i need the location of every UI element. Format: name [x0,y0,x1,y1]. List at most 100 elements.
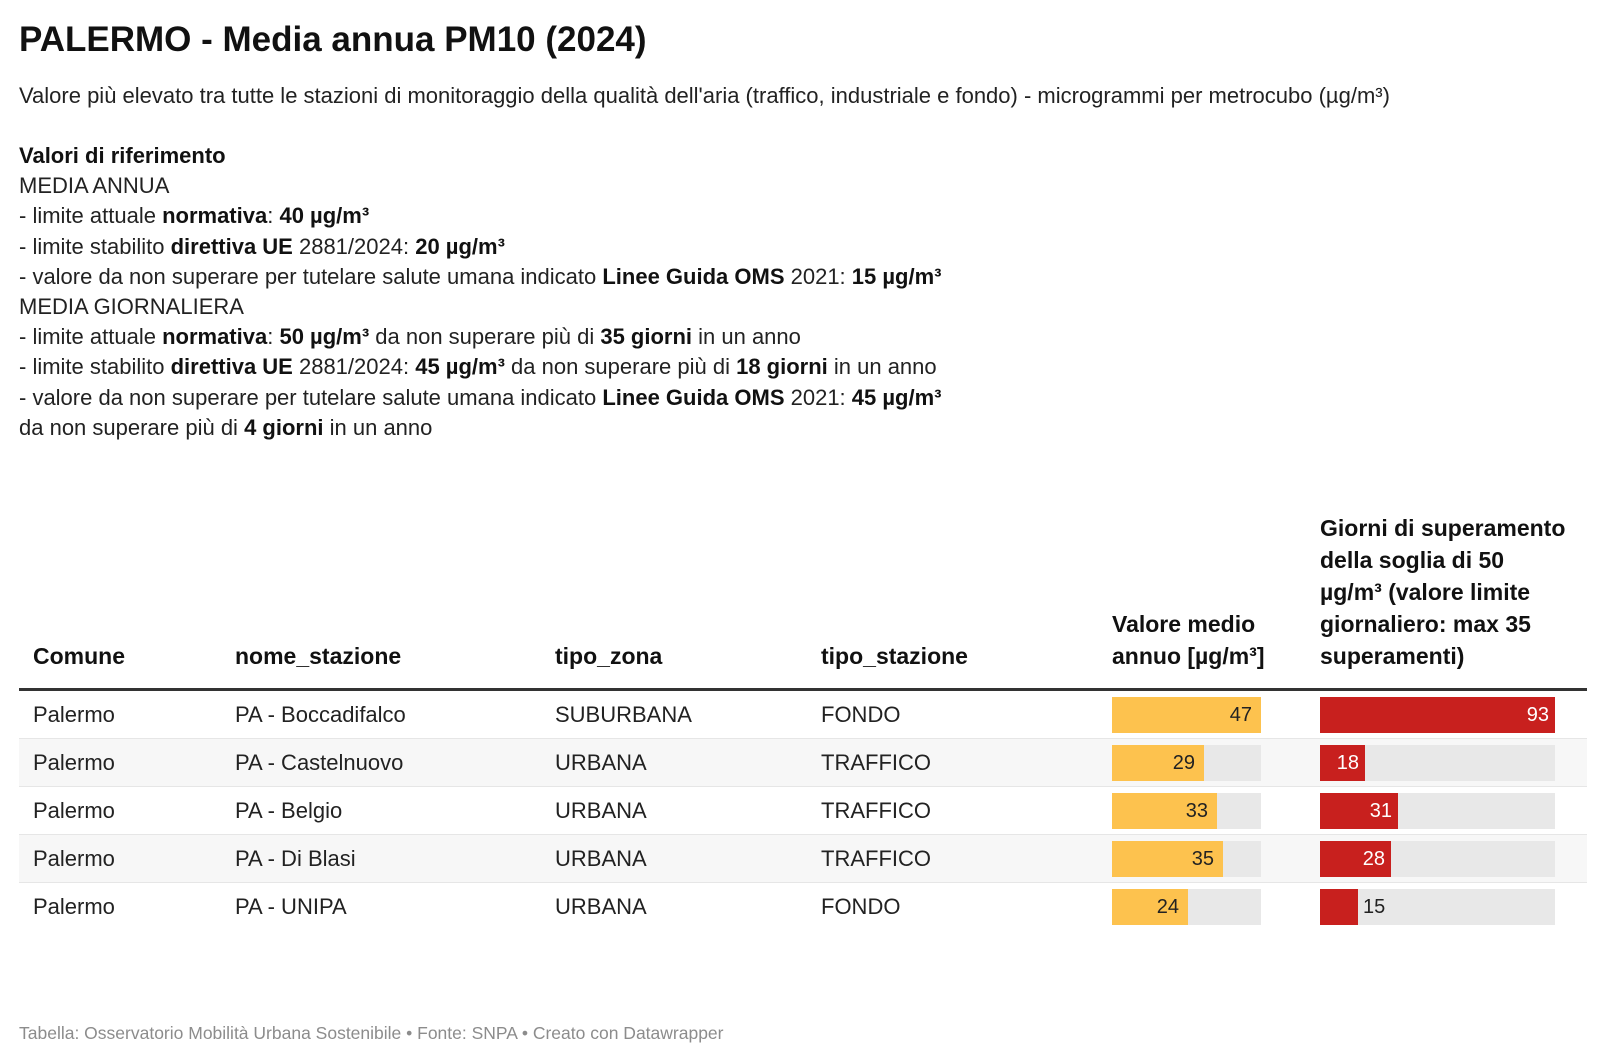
giorni-bar-label: 18 [1336,751,1359,774]
daily-line-2: - limite stabilito direttiva UE 2881/202… [19,352,1587,382]
cell-tipo-zona: URBANA [555,893,647,919]
reference-emphasis: 4 giorni [244,414,324,440]
annual-line-3: - valore da non superare per tutelare sa… [19,262,1587,292]
cell-tipo-stazione: TRAFFICO [821,786,1112,835]
reference-emphasis: 35 giorni [600,324,693,350]
reference-emphasis: Linee Guida OMS [602,263,785,289]
cell-valore: 24 [1112,883,1320,931]
annual-line-1: - limite attuale normativa: 40 µg/m³ [19,201,1587,231]
reference-text: in un anno [827,354,937,380]
valore-bar-track: 47 [1112,696,1261,733]
cell-tipo-stazione: FONDO [821,689,1112,739]
valore-bar-track: 24 [1112,888,1261,925]
col-header-comune[interactable]: Comune [19,512,235,691]
reference-heading: Valori di riferimento [19,143,226,168]
cell-tipo-zona: SUBURBANA [555,689,821,739]
reference-emphasis: Linee Guida OMS [602,384,785,410]
reference-text: 2881/2024: [292,233,416,259]
reference-text: da non superare più di [504,354,737,380]
daily-line-3: - valore da non superare per tutelare sa… [19,383,1587,413]
reference-text: - valore da non superare per tutelare sa… [19,263,603,289]
cell-valore: 35 [1112,834,1320,883]
reference-emphasis: 18 giorni [736,354,828,380]
giorni-bar-label: 28 [1362,847,1385,870]
giorni-bar [1320,792,1398,829]
valore-bar-track: 35 [1112,840,1261,877]
valore-bar [1112,744,1204,781]
reference-text: in un anno [323,414,433,440]
valore-bar-label: 24 [1156,895,1179,918]
col-header-tipo-stazione[interactable]: tipo_stazione [821,512,1112,691]
valore-bar [1112,840,1223,877]
table-row: Palermo PA - Belgio URBANA TRAFFICO 33 31 [19,786,1587,835]
table-body: Palermo PA - Boccadifalco SUBURBANA FONDO 47… [19,689,1587,931]
cell-tipo-stazione: FONDO [821,893,901,919]
reference-emphasis: direttiva UE [170,233,293,259]
reference-emphasis: 40 µg/m³ [279,203,370,229]
cell-tipo-zona: URBANA [555,834,821,883]
reference-text: da non superare più di [19,414,245,440]
cell-comune: Palermo [19,786,235,835]
reference-text: - limite stabilito [19,233,171,259]
valore-bar-label: 33 [1185,799,1208,822]
reference-emphasis: 45 µg/m³ [851,384,942,410]
data-table: Comune nome_stazione tipo_zona tipo_staz… [19,512,1587,930]
cell-nome-stazione: PA - Castelnuovo [235,738,555,787]
chart-header: PALERMO - Media annua PM10 (2024) Valore… [19,18,1587,443]
giorni-bar [1320,840,1391,877]
cell-giorni: 18 [1320,738,1587,787]
table-row: Palermo PA - UNIPA URBANA FONDO 24 15 [19,883,1587,931]
valore-bar-label: 35 [1191,847,1214,870]
reference-emphasis: 15 µg/m³ [851,263,942,289]
giorni-bar-label: 15 [1363,895,1386,918]
cell-valore: 47 [1112,689,1320,739]
cell-valore: 29 [1112,738,1320,787]
daily-line-1: - limite attuale normativa: 50 µg/m³ da … [19,322,1587,352]
reference-emphasis: 20 µg/m³ [415,233,505,259]
cell-giorni: 28 [1320,834,1587,883]
cell-comune: Palermo [19,689,235,739]
col-header-nome-stazione[interactable]: nome_stazione [235,512,555,691]
reference-emphasis: normativa [162,203,268,229]
cell-tipo-stazione: TRAFFICO [821,738,1112,787]
reference-text: - valore da non superare per tutelare sa… [19,384,603,410]
col-header-tipo-zona[interactable]: tipo_zona [555,512,821,691]
cell-giorni: 15 [1320,883,1587,931]
reference-text: - limite attuale [19,324,163,350]
cell-nome-stazione: PA - Boccadifalco [235,689,555,739]
reference-emphasis: direttiva UE [170,354,293,380]
col-header-giorni[interactable]: Giorni di superamento della soglia di 50… [1320,512,1587,691]
cell-comune: Palermo [19,834,235,883]
table-header-row: Comune nome_stazione tipo_zona tipo_staz… [19,512,1587,691]
col-header-valore[interactable]: Valore medio annuo [µg/m³] [1112,512,1320,691]
reference-text: - limite stabilito [19,354,171,380]
cell-comune: Palermo [19,738,235,787]
cell-comune: Palermo [33,893,115,919]
reference-emphasis: 50 µg/m³ [279,324,370,350]
annual-heading: MEDIA ANNUA [19,173,170,199]
valore-bar [1112,792,1217,829]
cell-nome-stazione: PA - Di Blasi [235,834,555,883]
reference-text: : [267,203,280,229]
giorni-bar-track: 28 [1320,840,1555,877]
footer-credits: Tabella: Osservatorio Mobilità Urbana So… [19,1023,724,1043]
giorni-bar-track: 15 [1320,888,1555,925]
cell-giorni: 93 [1320,689,1587,739]
cell-tipo-zona: URBANA [555,786,821,835]
table-row: Palermo PA - Castelnuovo URBANA TRAFFICO 29 1… [19,738,1587,787]
reference-text: - limite attuale [19,203,163,229]
reference-text: in un anno [692,324,801,350]
cell-tipo-zona: URBANA [555,738,821,787]
table-row: Palermo PA - Boccadifalco SUBURBANA FONDO 47… [19,689,1587,739]
reference-emphasis: 45 µg/m³ [415,354,505,380]
valore-bar [1112,888,1188,925]
valore-bar-track: 33 [1112,792,1261,829]
valore-bar-label: 29 [1172,751,1195,774]
reference-text: 2021: [784,263,852,289]
daily-line-4: da non superare più di 4 giorni in un an… [19,413,1587,443]
giorni-bar-track: 31 [1320,792,1555,829]
giorni-bar-label: 31 [1369,799,1392,822]
valore-bar [1112,696,1261,733]
valore-bar-track: 29 [1112,744,1261,781]
reference-text: 2881/2024: [292,354,416,380]
